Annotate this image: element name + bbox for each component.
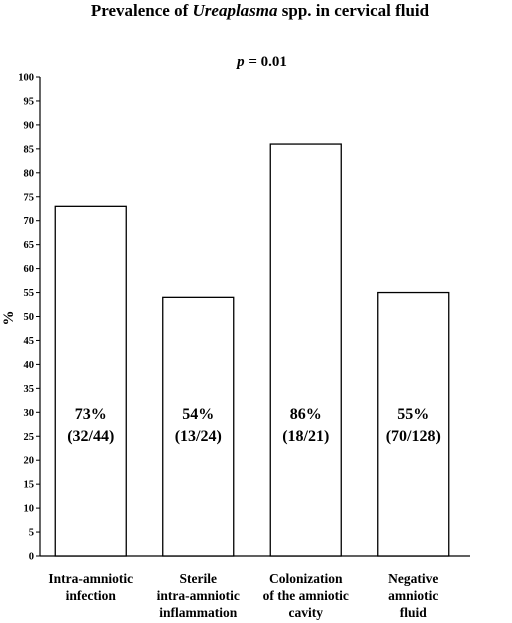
p-value-rest: = 0.01	[245, 54, 287, 70]
y-tick-label: 95	[24, 96, 35, 107]
y-tick-label: 30	[24, 408, 35, 419]
y-tick-label: 55	[24, 288, 35, 299]
y-tick-label: 20	[24, 456, 35, 467]
y-tick-label: 70	[24, 216, 35, 227]
x-category-label: Intra-amniotic	[48, 571, 133, 586]
bar-labels-group: 73% (32/44) 54% (13/24) 86% (18/21) 55% (70/128…	[67, 406, 441, 445]
x-category-label: Sterile	[180, 571, 217, 586]
bar-data-label: (13/24)	[175, 428, 222, 445]
y-tick-label: 35	[24, 384, 35, 395]
bars-group	[54, 143, 450, 557]
x-category-label: intra-amniotic	[157, 588, 240, 603]
y-tick-label: 25	[24, 432, 35, 443]
bar	[377, 291, 450, 557]
y-tick-label: 50	[24, 312, 35, 323]
bar-data-label: 86%	[290, 406, 322, 423]
x-category-label: amniotic	[388, 588, 438, 603]
p-value-symbol: p	[235, 54, 245, 70]
bar	[162, 296, 235, 557]
y-tick-label: 90	[24, 120, 35, 131]
bar-data-label: (18/21)	[282, 428, 329, 445]
y-tick-label: 40	[24, 360, 35, 371]
bar-data-label: 55%	[397, 406, 429, 423]
y-tick-label: 15	[24, 480, 35, 491]
y-tick-label: 85	[24, 144, 35, 155]
p-value-label: p = 0.01	[235, 54, 287, 70]
y-tick-label: 100	[18, 73, 34, 84]
x-category-label: infection	[66, 588, 117, 603]
x-category-label: Colonization	[269, 571, 343, 586]
y-tick-label: 65	[24, 240, 35, 251]
bar-data-label: 54%	[182, 406, 214, 423]
y-axis-label: %	[1, 311, 17, 326]
x-category-label: Negative	[388, 571, 438, 586]
bar-data-label: 73%	[75, 406, 107, 423]
chart-title-italic: Ureaplasma	[193, 1, 279, 20]
chart-title-suffix: spp. in cervical fluid	[278, 1, 430, 20]
y-tick-label: 75	[24, 192, 35, 203]
x-category-label: inflammation	[159, 605, 237, 620]
y-tick-label: 10	[24, 504, 35, 515]
x-category-label: of the amniotic	[263, 588, 349, 603]
bar	[54, 205, 127, 557]
y-tick-label: 60	[24, 264, 35, 275]
y-tick-label: 5	[29, 528, 34, 539]
y-tick-label: 0	[29, 552, 34, 563]
x-category-label: fluid	[400, 605, 428, 620]
y-tick-label: 80	[24, 168, 35, 179]
y-tick-label: 45	[24, 336, 35, 347]
bar	[269, 143, 342, 557]
bar-data-label: (32/44)	[67, 428, 114, 445]
x-category-label: cavity	[289, 605, 324, 620]
chart-title: Prevalence of Ureaplasma spp. in cervica…	[91, 1, 430, 20]
bar-data-label: (70/128)	[386, 428, 441, 445]
chart-title-prefix: Prevalence of	[91, 1, 193, 20]
category-labels-group: Intra-amniotic infection Sterile intra-amni…	[48, 571, 438, 620]
